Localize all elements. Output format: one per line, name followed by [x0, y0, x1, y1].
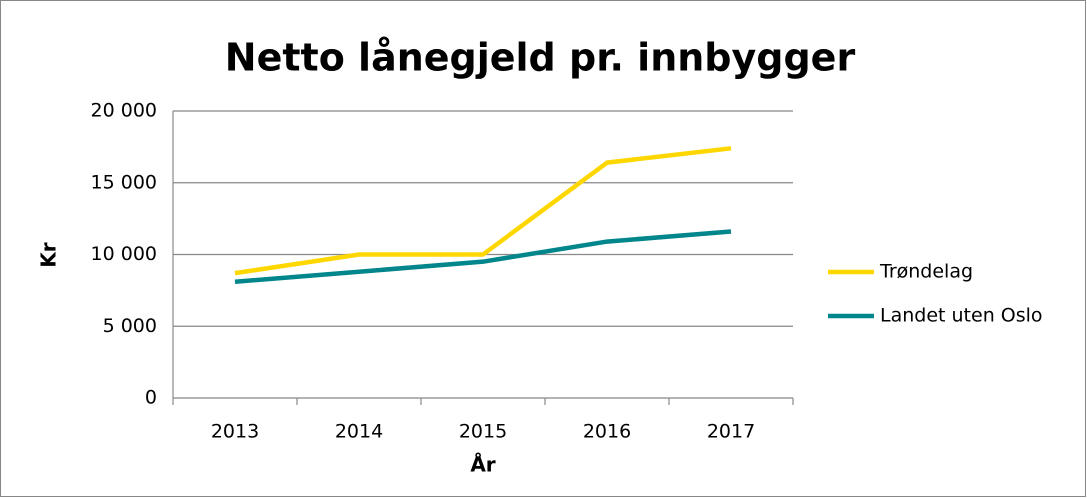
x-tick-label: 2014 — [335, 421, 383, 443]
series-line — [234, 229, 732, 285]
chart-title: Netto lånegjeld pr. innbygger — [225, 36, 856, 80]
x-tick-label: 2015 — [459, 421, 507, 443]
y-axis-title: Kr — [37, 242, 61, 267]
y-tick-label: 15 000 — [91, 171, 157, 193]
x-tick-label: 2016 — [583, 421, 631, 443]
y-tick-label: 0 — [145, 387, 157, 409]
legend-label: Trøndelag — [879, 261, 973, 283]
legend-label: Landet uten Oslo — [880, 305, 1043, 327]
x-tick-label: 2013 — [211, 421, 259, 443]
y-tick-label: 20 000 — [91, 100, 157, 122]
x-tick-label: 2017 — [707, 421, 755, 443]
y-tick-label: 5 000 — [103, 315, 157, 337]
x-axis-title: År — [470, 453, 495, 477]
series-line — [234, 146, 732, 276]
y-tick-label: 10 000 — [91, 243, 157, 265]
